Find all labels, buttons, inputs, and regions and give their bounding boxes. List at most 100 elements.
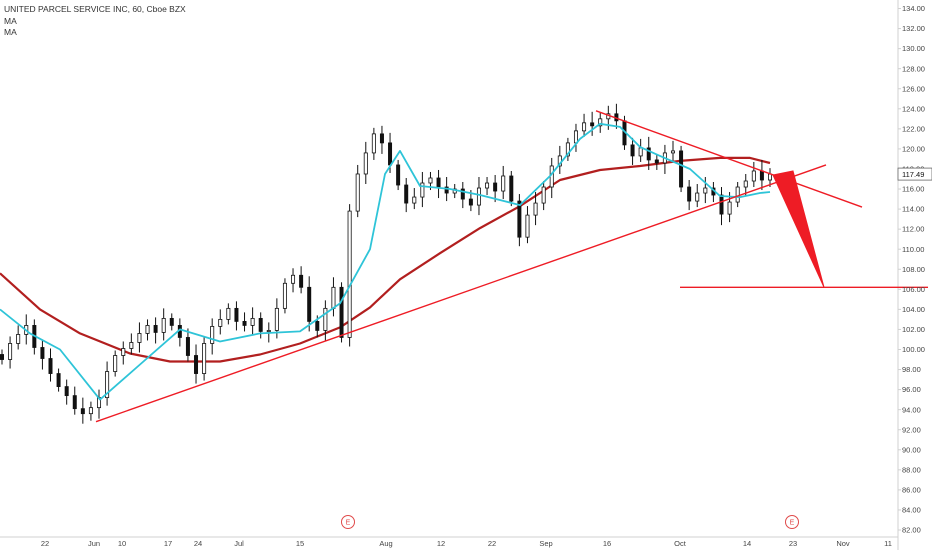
candle — [210, 318, 215, 355]
candle — [8, 336, 13, 369]
candle-body — [396, 164, 401, 186]
x-tick-label: Jul — [234, 539, 244, 548]
candle-body — [299, 274, 304, 288]
candle — [565, 137, 570, 161]
y-tick-label: 88.00 — [902, 465, 921, 474]
candle-body — [768, 173, 773, 181]
candle — [759, 159, 764, 191]
candle — [501, 165, 506, 200]
candle-body — [727, 201, 732, 215]
candle — [56, 368, 61, 392]
y-tick-label: 134.00 — [902, 4, 925, 13]
candle-body — [598, 118, 603, 127]
x-axis[interactable]: 22 Jun 10 17 24 Jul 15 Aug 12 22 Sep 16 Oct 14 23 Nov 11 — [41, 539, 892, 548]
candle — [282, 278, 287, 314]
candle — [460, 182, 465, 209]
candle-body — [242, 321, 247, 326]
candle — [64, 379, 69, 405]
y-tick-label: 124.00 — [902, 104, 925, 113]
candle-body — [363, 152, 368, 175]
candle-body — [16, 334, 21, 344]
candle — [355, 164, 360, 218]
candle — [549, 157, 554, 199]
earnings-circle — [785, 515, 799, 529]
drawings-layer[interactable] — [95, 110, 928, 423]
candle — [670, 140, 675, 161]
candle-body — [654, 159, 659, 164]
candle — [646, 136, 651, 170]
candle-body — [670, 150, 675, 154]
earnings-marker: E — [341, 515, 355, 529]
candle-body — [493, 182, 498, 192]
candle-body — [145, 325, 150, 334]
candle-body — [323, 307, 328, 331]
y-axis[interactable]: 82.00 84.00 86.00 88.00 90.00 92.00 94.00 96.00… — [898, 4, 925, 535]
candle — [72, 386, 77, 415]
candle — [557, 145, 562, 174]
chart-legend: UNITED PARCEL SERVICE INC, 60, Cboe BZX … — [4, 4, 186, 39]
candle-body — [40, 347, 45, 359]
candle-body — [56, 373, 61, 387]
y-tick-label: 108.00 — [902, 265, 925, 274]
x-tick-label: 17 — [164, 539, 172, 548]
candle-body — [687, 186, 692, 202]
candle — [630, 137, 635, 165]
candle-body — [80, 408, 85, 415]
candle-body — [266, 330, 271, 333]
candle — [258, 312, 263, 339]
candle — [396, 159, 401, 191]
candle — [0, 349, 4, 365]
y-tick-label: 120.00 — [902, 145, 925, 154]
earnings-marker: E — [785, 515, 799, 529]
y-tick-label: 126.00 — [902, 84, 925, 93]
candle — [185, 328, 190, 362]
x-tick-label: 23 — [789, 539, 797, 548]
x-tick-label: 11 — [884, 539, 892, 548]
candle-body — [630, 144, 635, 157]
x-tick-label: Sep — [539, 539, 552, 548]
ma-slow-legend[interactable]: MA — [4, 27, 17, 37]
y-tick-label: 128.00 — [902, 64, 925, 73]
candle — [436, 169, 441, 199]
y-tick-label: 114.00 — [902, 205, 924, 214]
candle-body — [751, 170, 756, 182]
candle-body — [695, 192, 700, 202]
ma-fast-legend[interactable]: MA — [4, 15, 17, 26]
candle — [40, 339, 45, 370]
candle — [299, 266, 304, 294]
candle-body — [582, 122, 587, 132]
candle-body — [460, 188, 465, 200]
candle — [517, 194, 522, 247]
candle — [169, 313, 174, 331]
candle — [582, 113, 587, 137]
candle-body — [250, 317, 255, 326]
candle — [719, 187, 724, 226]
ma-fast-line — [0, 122, 771, 401]
y-tick-label: 82.00 — [902, 526, 921, 535]
candle — [743, 173, 748, 197]
candle — [242, 312, 247, 332]
candle — [16, 325, 21, 350]
candle-body — [226, 307, 231, 320]
candle-body — [347, 210, 352, 338]
candle-body — [307, 286, 312, 322]
candle-body — [113, 355, 118, 372]
ma-slow-layer — [0, 156, 771, 363]
y-tick-label: 104.00 — [902, 305, 925, 314]
symbol-title[interactable]: UNITED PARCEL SERVICE INC, 60, Cboe BZX — [4, 4, 186, 14]
candle-body — [517, 200, 522, 238]
ma-fast-layer — [0, 122, 771, 401]
candle — [145, 319, 150, 341]
candle-body — [703, 187, 708, 194]
candle — [614, 103, 619, 129]
candle — [476, 176, 481, 216]
candle — [493, 174, 498, 203]
y-tick-label: 106.00 — [902, 285, 925, 294]
candle-body — [485, 182, 490, 189]
candle — [695, 184, 700, 208]
trendline — [595, 110, 863, 208]
candle-body — [379, 133, 384, 144]
candle — [234, 301, 239, 331]
